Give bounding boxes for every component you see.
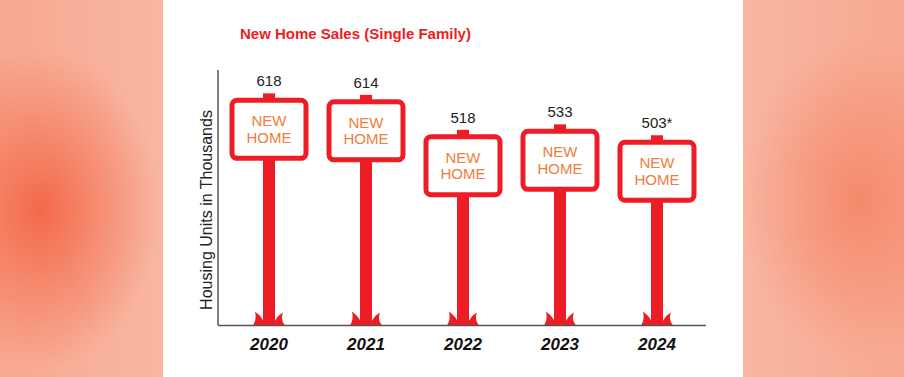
svg-text:NEWHOME: NEWHOME — [344, 114, 389, 148]
svg-text:2022: 2022 — [443, 335, 482, 354]
svg-text:618: 618 — [256, 72, 281, 89]
svg-text:2021: 2021 — [346, 335, 385, 354]
svg-text:533: 533 — [547, 103, 572, 120]
svg-text:518: 518 — [450, 109, 475, 126]
html-text:Housing Units in Thousands: Housing Units in Thousands — [198, 110, 215, 310]
svg-text:NEWHOME: NEWHOME — [441, 149, 486, 183]
svg-text:503*: 503* — [642, 114, 673, 131]
svg-text:614: 614 — [353, 74, 378, 91]
svg-text:NEWHOME: NEWHOME — [635, 154, 680, 188]
svg-text:2020: 2020 — [249, 335, 288, 354]
svg-text:NEWHOME: NEWHOME — [247, 112, 292, 146]
svg-text:NEWHOME: NEWHOME — [538, 143, 583, 177]
html-text:New Home Sales (Single Family): New Home Sales (Single Family) — [240, 25, 471, 42]
svg-text:2023: 2023 — [540, 335, 579, 354]
svg-text:2024: 2024 — [637, 335, 676, 354]
